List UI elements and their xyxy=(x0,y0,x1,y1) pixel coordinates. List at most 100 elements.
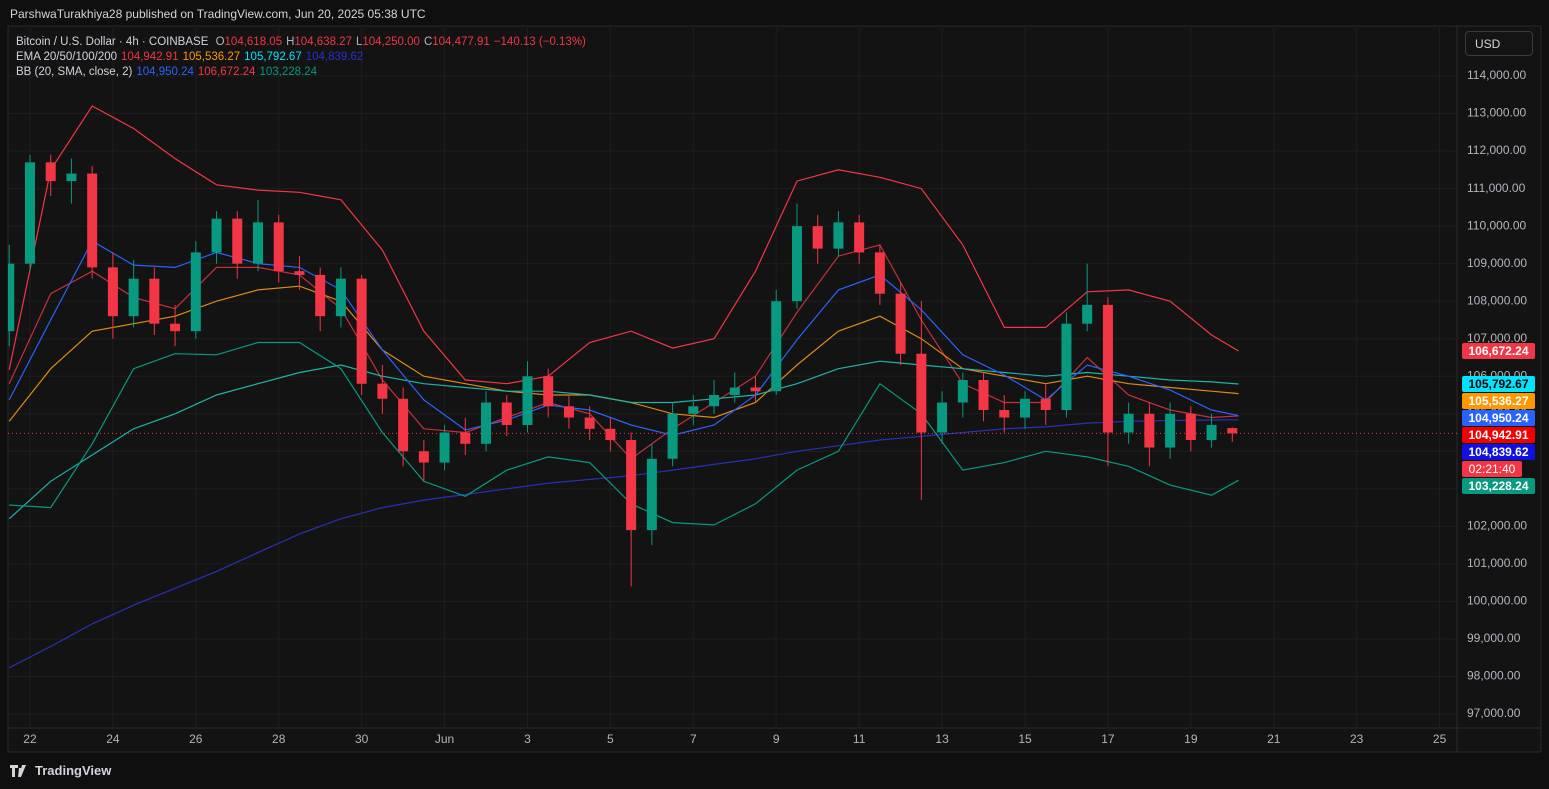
candle-body xyxy=(273,222,284,272)
y-tick-label: 101,000.00 xyxy=(1467,556,1527,570)
indicator-value: 105,792.67 xyxy=(244,51,302,63)
price-label: 105,792.67 xyxy=(1468,377,1528,391)
candle-body xyxy=(626,440,637,531)
x-tick-label: Jun xyxy=(435,732,454,746)
candle-body xyxy=(8,263,15,332)
candle-body xyxy=(999,410,1010,418)
y-tick-label: 113,000.00 xyxy=(1467,106,1526,120)
candle-body xyxy=(667,413,678,459)
candle-body xyxy=(501,402,512,426)
y-tick-label: 100,000.00 xyxy=(1467,594,1527,608)
y-tick-label: 107,000.00 xyxy=(1467,331,1527,345)
y-tick-label: 109,000.00 xyxy=(1467,256,1527,270)
x-tick-label: 21 xyxy=(1267,732,1281,746)
change: −140.13 (−0.13%) xyxy=(493,36,586,48)
candle-body xyxy=(646,458,657,531)
candle-body xyxy=(335,278,346,317)
currency-button[interactable]: USD xyxy=(1465,31,1533,56)
candle-body xyxy=(812,226,823,249)
x-tick-label: 17 xyxy=(1101,732,1115,746)
candle-body xyxy=(232,218,243,264)
legend: Bitcoin / U.S. Dollar · 4h · COINBASE O1… xyxy=(16,35,590,80)
x-tick-label: 19 xyxy=(1184,732,1198,746)
candle-body xyxy=(356,278,367,384)
candle-body xyxy=(937,402,948,433)
candle-body xyxy=(1206,425,1217,441)
candle-body xyxy=(190,252,201,332)
x-tick-label: 28 xyxy=(272,732,286,746)
x-tick-label: 30 xyxy=(355,732,369,746)
x-tick-label: 3 xyxy=(524,732,531,746)
price-label: 105,536.27 xyxy=(1468,394,1528,408)
legend-ema-row: EMA 20/50/100/200 104,942.91 105,536.27 105… xyxy=(16,50,590,65)
x-tick-label: 23 xyxy=(1350,732,1364,746)
candle-body xyxy=(1019,398,1030,418)
ohlc-key: L xyxy=(355,36,363,48)
ohlc-value: 104,250.00 xyxy=(362,36,420,48)
publish-header: ParshwaTurakhiya28 published on TradingV… xyxy=(10,7,426,21)
symbol: Bitcoin / U.S. Dollar · 4h · COINBASE xyxy=(16,36,209,48)
candle-body xyxy=(1144,413,1155,448)
candle-body xyxy=(481,402,492,444)
candle-body xyxy=(1061,323,1072,411)
price-label: 104,839.62 xyxy=(1468,445,1528,459)
candle-body xyxy=(688,406,699,414)
candle-body xyxy=(377,383,388,399)
candle-body xyxy=(771,301,782,392)
candle-body xyxy=(211,218,222,253)
candle-body xyxy=(1227,428,1238,434)
price-label-box xyxy=(1462,444,1535,461)
indicator-label: EMA 20/50/100/200 xyxy=(16,51,118,63)
indicator-value: 103,228.24 xyxy=(259,66,318,78)
candle-body xyxy=(252,222,263,264)
price-label-box xyxy=(1462,410,1535,427)
candle-body xyxy=(1123,413,1134,433)
candle-body xyxy=(418,451,429,463)
candle-body xyxy=(24,162,35,264)
candle-body xyxy=(750,387,761,392)
y-tick-label: 99,000.00 xyxy=(1467,631,1521,645)
price-label-box xyxy=(1462,376,1535,393)
candle-body xyxy=(522,376,533,426)
countdown-box xyxy=(1462,461,1522,478)
indicator-value: 104,950.24 xyxy=(136,66,194,78)
legend-symbol-row: Bitcoin / U.S. Dollar · 4h · COINBASE O1… xyxy=(16,35,590,50)
candle-body xyxy=(854,222,865,253)
candle-body xyxy=(439,432,450,463)
candle-body xyxy=(398,398,409,452)
y-tick-label: 108,000.00 xyxy=(1467,293,1527,307)
price-label: 103,228.24 xyxy=(1468,479,1528,493)
candle-body xyxy=(128,278,139,317)
candle-body xyxy=(957,379,968,403)
brand-logo xyxy=(10,764,26,777)
y-tick-label: 98,000.00 xyxy=(1467,669,1521,683)
indicator-line xyxy=(8,360,1239,520)
candle-body xyxy=(543,376,554,407)
indicator-value: 104,839.62 xyxy=(305,51,364,63)
y-tick-label: 102,000.00 xyxy=(1467,519,1527,533)
candle-body xyxy=(149,278,160,324)
candle-body xyxy=(584,417,595,429)
x-tick-label: 9 xyxy=(773,732,780,746)
candle-body xyxy=(874,252,885,294)
price-label-box xyxy=(1462,393,1535,410)
candle-body xyxy=(791,226,802,302)
candle-body xyxy=(1185,413,1196,441)
ohlc-value: 104,477.91 xyxy=(432,36,490,48)
countdown: 02:21:40 xyxy=(1469,462,1516,476)
candle-body xyxy=(1102,304,1113,433)
candle-body xyxy=(895,293,906,354)
x-tick-label: 13 xyxy=(935,732,949,746)
y-tick-label: 114,000.00 xyxy=(1467,68,1526,82)
x-tick-label: 11 xyxy=(853,732,866,746)
ohlc-key: H xyxy=(286,36,295,48)
ohlc-value: 104,638.27 xyxy=(294,36,352,48)
y-tick-label: 111,000.00 xyxy=(1467,181,1526,195)
price-label: 104,950.24 xyxy=(1468,411,1528,425)
candle-body xyxy=(107,267,118,317)
indicator-label: BB (20, SMA, close, 2) xyxy=(16,66,133,78)
price-label: 104,942.91 xyxy=(1468,428,1528,442)
price-label-box xyxy=(1462,343,1535,360)
brand-name: TradingView xyxy=(35,763,112,778)
